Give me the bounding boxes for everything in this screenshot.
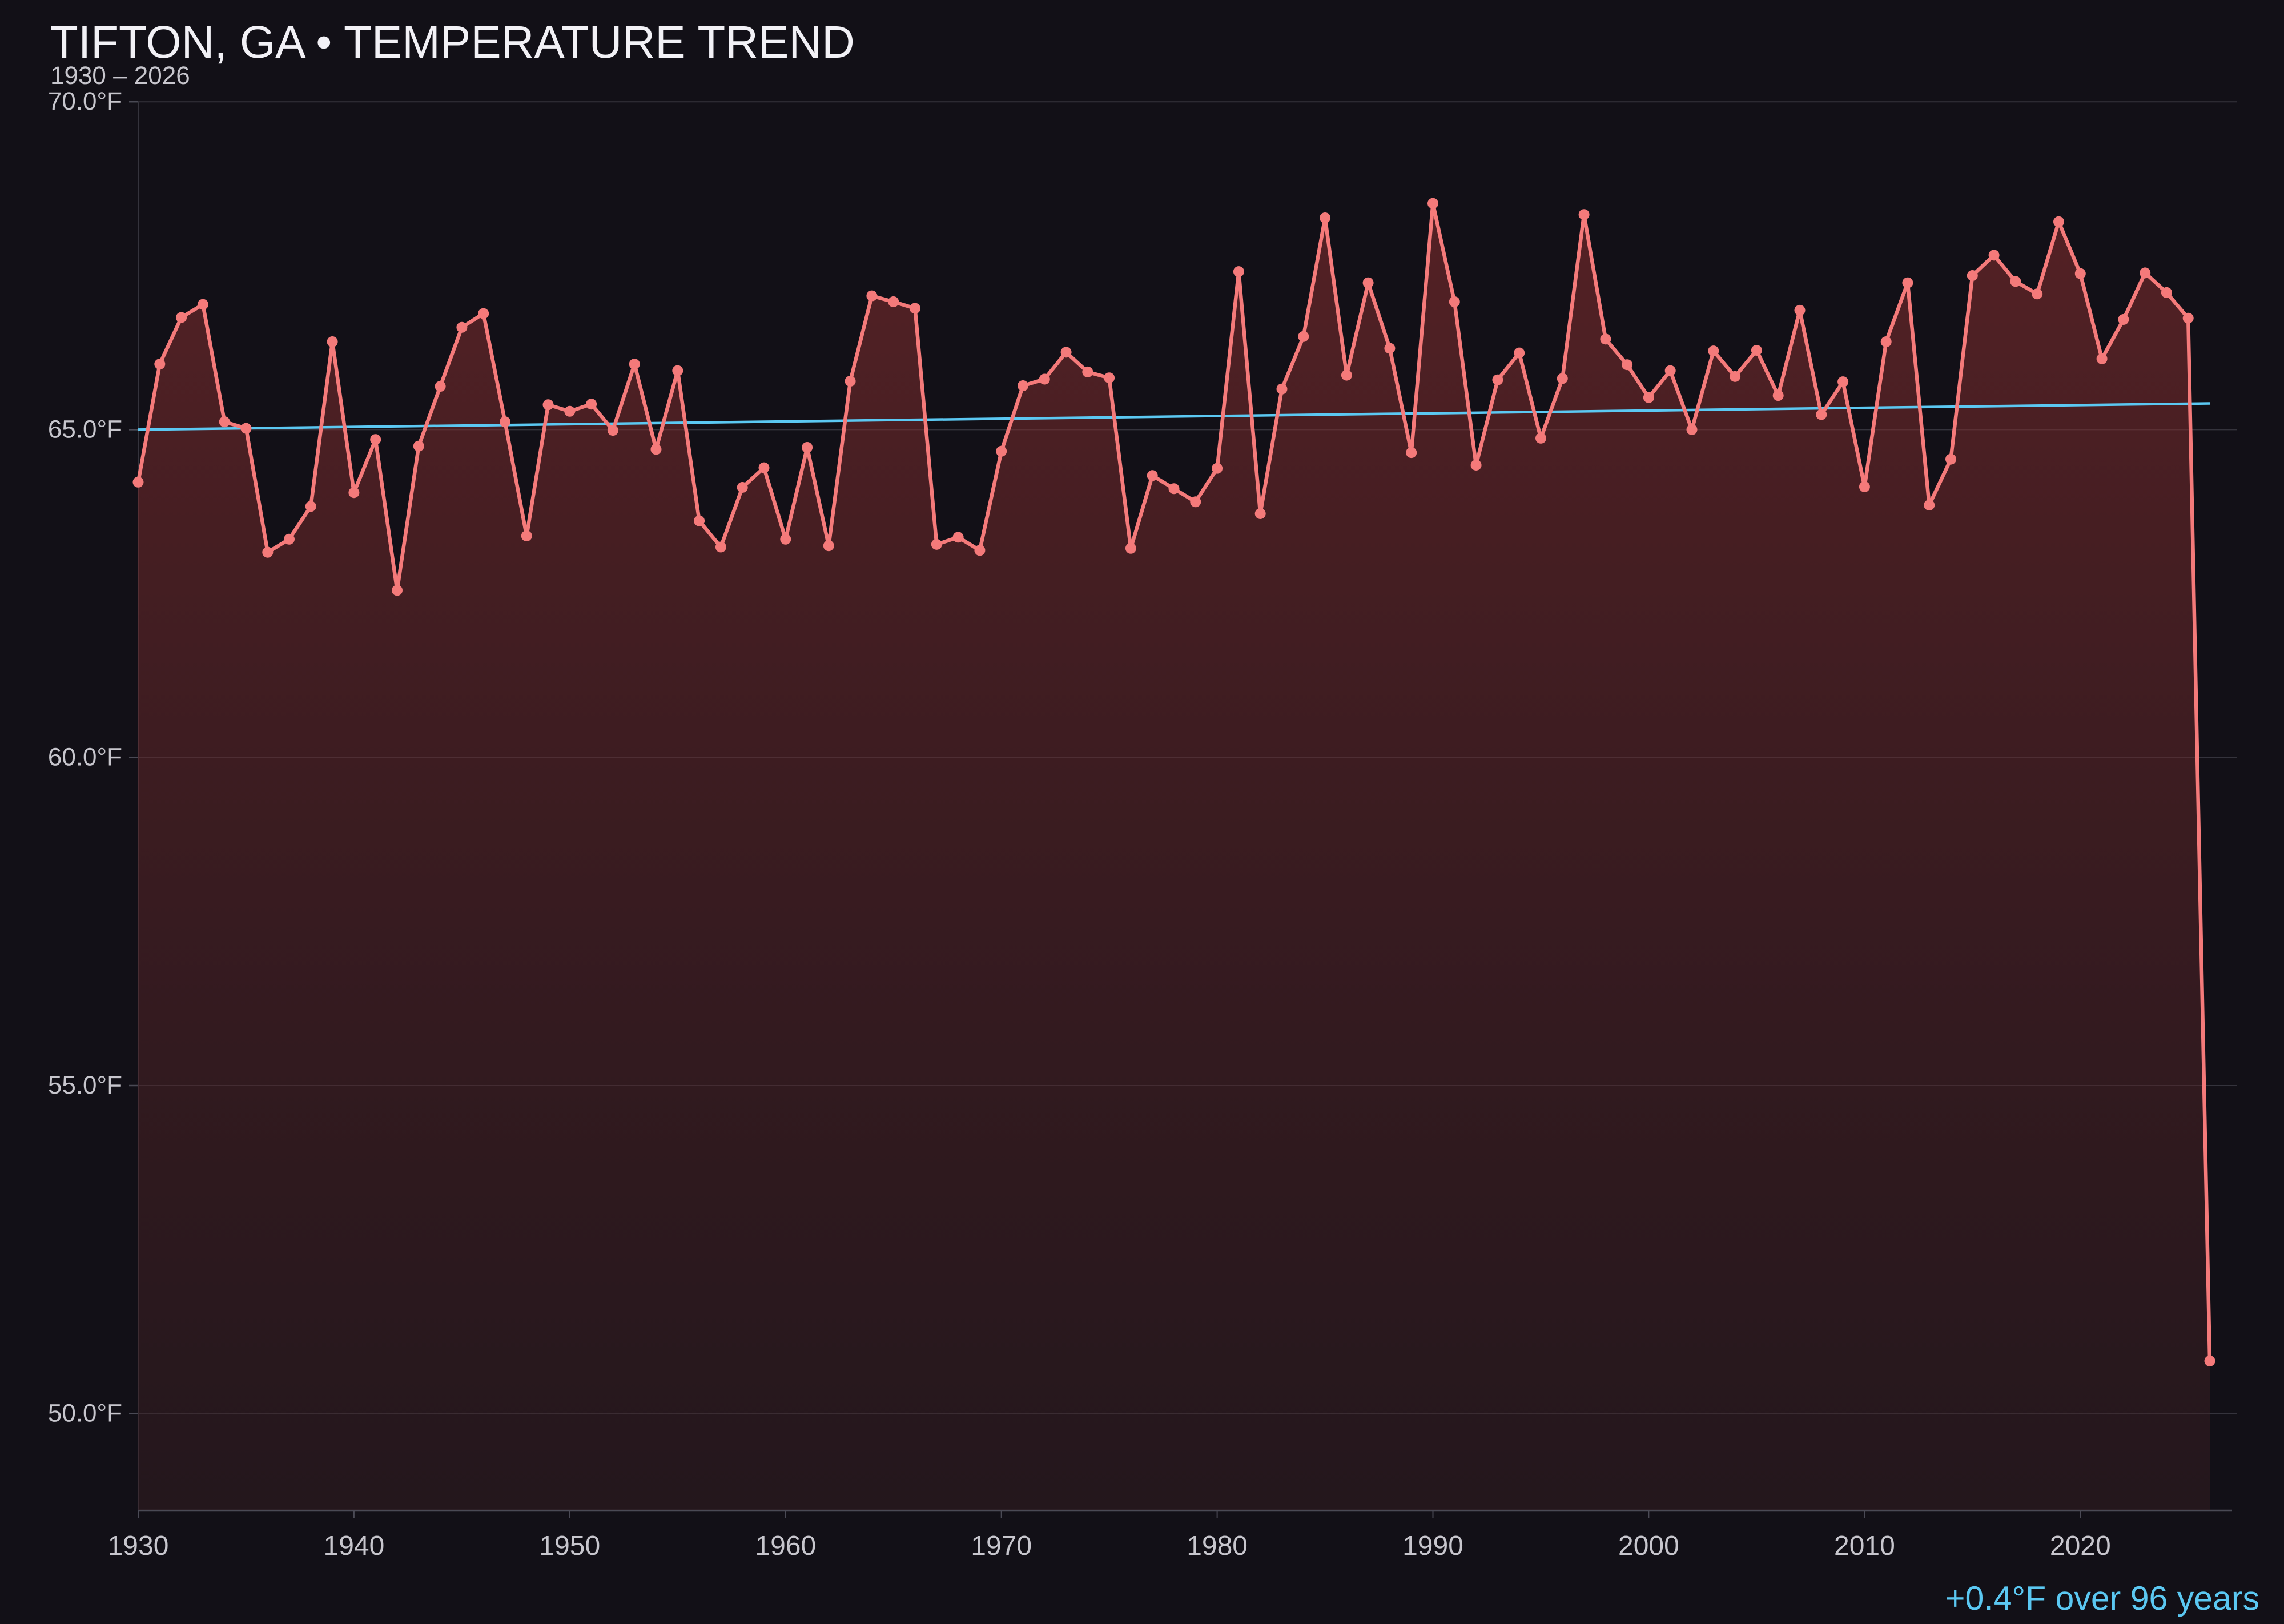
svg-text:1950: 1950 bbox=[539, 1531, 600, 1561]
svg-text:+0.4°F over 96 years: +0.4°F over 96 years bbox=[1945, 1579, 2259, 1617]
svg-text:2000: 2000 bbox=[1618, 1531, 1679, 1561]
svg-text:1960: 1960 bbox=[755, 1531, 816, 1561]
svg-text:1990: 1990 bbox=[1402, 1531, 1463, 1561]
svg-text:55.0°F: 55.0°F bbox=[48, 1071, 122, 1099]
svg-text:60.0°F: 60.0°F bbox=[48, 743, 122, 771]
svg-text:1940: 1940 bbox=[324, 1531, 385, 1561]
svg-text:1930 – 2026: 1930 – 2026 bbox=[50, 62, 190, 90]
svg-text:1930: 1930 bbox=[108, 1531, 169, 1561]
svg-text:2020: 2020 bbox=[2050, 1531, 2111, 1561]
svg-text:70.0°F: 70.0°F bbox=[48, 87, 122, 115]
svg-text:1980: 1980 bbox=[1187, 1531, 1248, 1561]
svg-text:1970: 1970 bbox=[971, 1531, 1032, 1561]
svg-text:65.0°F: 65.0°F bbox=[48, 415, 122, 443]
svg-text:2010: 2010 bbox=[1834, 1531, 1895, 1561]
svg-text:50.0°F: 50.0°F bbox=[48, 1399, 122, 1427]
svg-text:TIFTON, GA • TEMPERATURE TREND: TIFTON, GA • TEMPERATURE TREND bbox=[50, 17, 855, 67]
